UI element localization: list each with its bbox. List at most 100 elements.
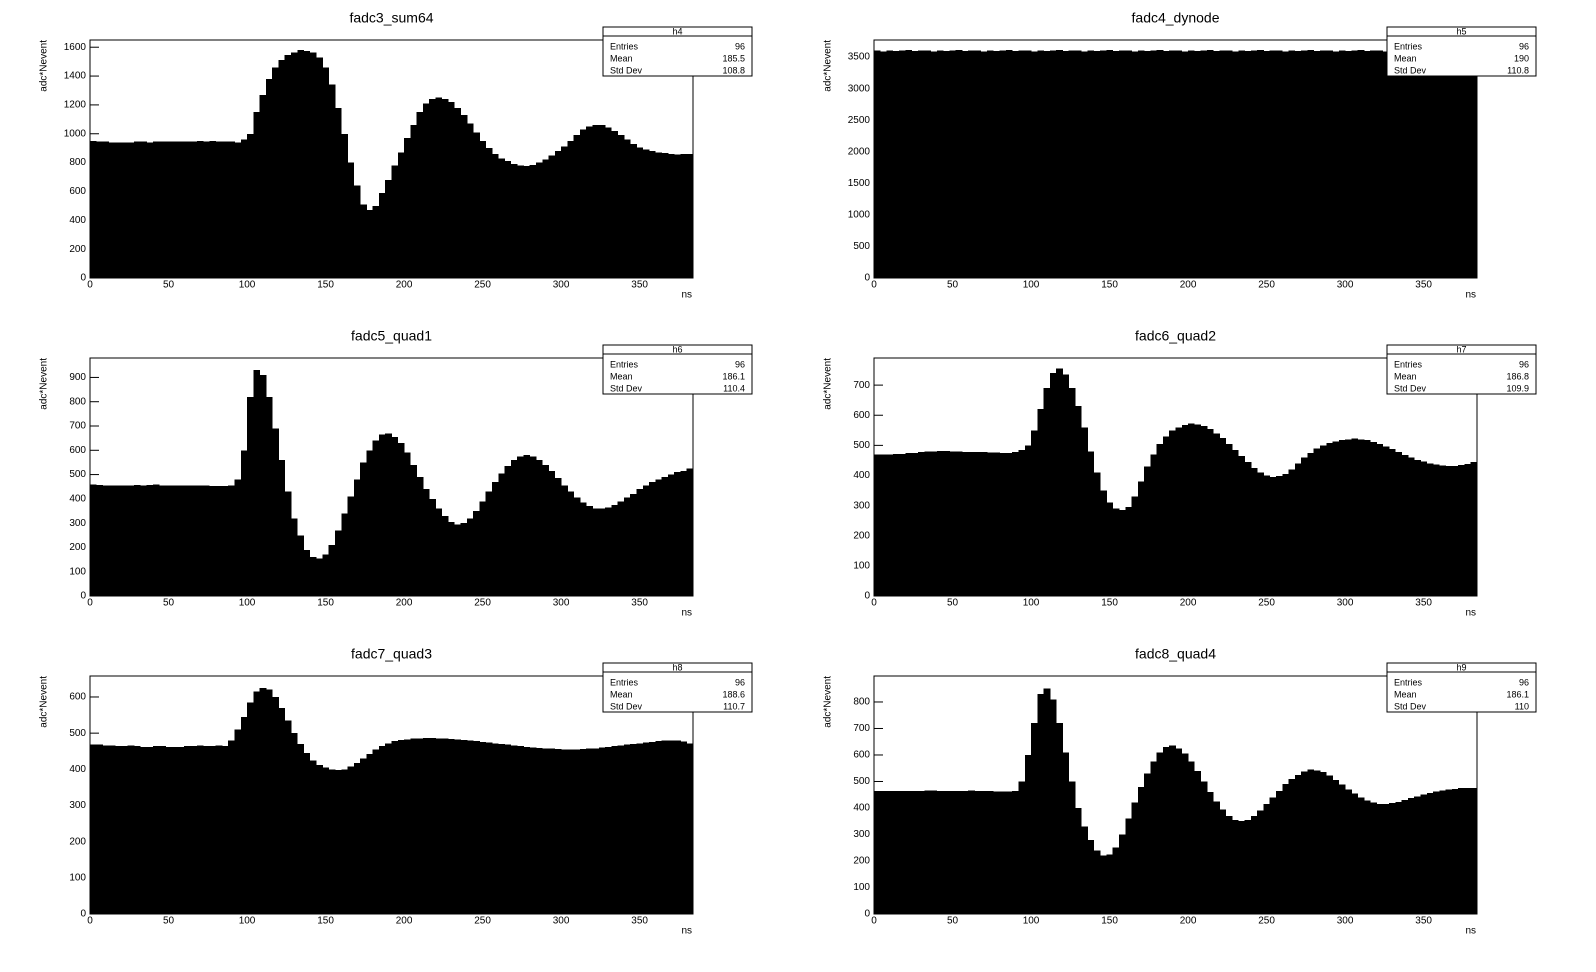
bar xyxy=(1232,51,1239,278)
bar xyxy=(485,742,493,914)
bar xyxy=(466,123,474,278)
bar xyxy=(548,748,556,914)
bar xyxy=(1131,802,1139,914)
bar xyxy=(133,746,141,914)
stats-value: 110.4 xyxy=(723,383,745,393)
bar xyxy=(1206,50,1214,278)
bar xyxy=(121,142,129,278)
x-tick-label: 0 xyxy=(87,598,93,609)
bar xyxy=(930,451,938,596)
bar xyxy=(1031,430,1038,596)
bar xyxy=(203,485,210,596)
bar xyxy=(611,504,619,596)
bar xyxy=(1263,51,1271,278)
bar xyxy=(1162,436,1170,596)
y-tick-label: 2500 xyxy=(848,115,871,126)
bar xyxy=(328,769,336,914)
bar xyxy=(961,51,969,278)
bar xyxy=(498,473,505,596)
bar xyxy=(1181,424,1189,596)
bar xyxy=(642,149,650,278)
bar xyxy=(649,741,656,914)
bar xyxy=(1370,441,1377,596)
bar xyxy=(874,50,881,279)
bar xyxy=(1351,793,1359,914)
x-tick-label: 200 xyxy=(396,598,413,609)
y-tick-label: 300 xyxy=(853,500,870,511)
bar xyxy=(316,764,323,914)
bar xyxy=(535,460,543,596)
bar xyxy=(291,733,298,914)
y-axis-label: adc*Nevent xyxy=(39,676,50,728)
bar xyxy=(1043,51,1051,278)
bar xyxy=(1081,51,1088,278)
bar xyxy=(567,749,575,914)
bar xyxy=(523,166,531,278)
bar xyxy=(309,52,317,278)
plot-frame xyxy=(873,675,1478,915)
bar xyxy=(1420,50,1428,279)
y-tick-label: 700 xyxy=(69,421,86,432)
bar xyxy=(316,558,323,596)
bar xyxy=(968,50,975,279)
bar xyxy=(1294,774,1302,914)
bar xyxy=(492,481,499,596)
bar xyxy=(1200,50,1208,279)
stats-value: 96 xyxy=(735,359,745,369)
bar xyxy=(397,152,405,278)
stats-value: 109.9 xyxy=(1506,383,1529,393)
bar xyxy=(886,50,894,279)
bar xyxy=(1382,51,1390,278)
bar xyxy=(1326,775,1333,914)
bar xyxy=(492,743,499,914)
y-axis-label: adc*Nevent xyxy=(39,358,50,410)
bar xyxy=(115,485,122,596)
bar xyxy=(196,745,204,914)
bar xyxy=(899,50,906,279)
y-tick-label: 600 xyxy=(69,692,86,703)
y-tick-label: 700 xyxy=(853,380,870,391)
bar xyxy=(686,743,694,914)
bar xyxy=(642,742,650,914)
bar xyxy=(1301,50,1308,279)
bar xyxy=(184,141,191,278)
chart-title: fadc8_quad4 xyxy=(1135,646,1216,662)
bar xyxy=(1169,430,1176,596)
bar xyxy=(121,485,129,596)
bar xyxy=(680,470,688,596)
bar xyxy=(234,142,242,278)
bar xyxy=(1282,51,1289,278)
bar xyxy=(1395,801,1403,914)
bar xyxy=(1395,451,1403,596)
bar xyxy=(1093,472,1101,596)
bar xyxy=(184,485,191,596)
bar xyxy=(466,518,474,596)
bar xyxy=(924,451,931,596)
bar xyxy=(886,791,894,914)
bar xyxy=(485,491,493,596)
stats-value: 110 xyxy=(1515,701,1529,711)
bar xyxy=(1288,778,1296,914)
bar xyxy=(617,501,625,596)
bar xyxy=(686,153,694,278)
bar xyxy=(1276,790,1283,914)
bar xyxy=(385,179,392,278)
bar xyxy=(272,428,279,596)
bar xyxy=(435,508,443,596)
stats-label: Entries xyxy=(610,359,639,369)
bar xyxy=(1244,51,1252,278)
stats-name: h6 xyxy=(672,344,682,354)
bar xyxy=(1382,446,1390,596)
y-tick-label: 300 xyxy=(853,829,870,840)
bar xyxy=(366,754,374,914)
bar xyxy=(667,740,675,914)
bar xyxy=(115,746,122,914)
chart-title: fadc7_quad3 xyxy=(351,646,432,662)
bar xyxy=(1206,428,1214,596)
bar xyxy=(90,484,97,596)
bar xyxy=(1156,50,1164,278)
bar xyxy=(1426,50,1434,279)
bar xyxy=(372,205,380,278)
bar xyxy=(284,491,292,596)
x-tick-label: 350 xyxy=(631,280,648,291)
